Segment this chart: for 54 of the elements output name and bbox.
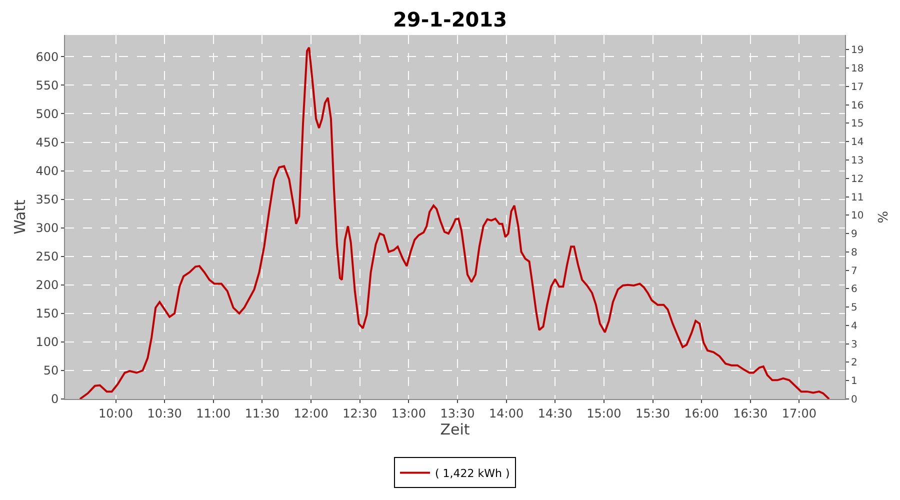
x-tick-label: 11:00 (196, 406, 231, 420)
x-tick-label: 16:00 (684, 406, 719, 420)
x-tick-label: 17:00 (782, 406, 817, 420)
y2-tick-label: 10 (851, 210, 864, 222)
y2-tick-label: 9 (851, 229, 858, 240)
x-tick-label: 16:30 (733, 406, 768, 420)
y2-tick-label: 3 (851, 339, 858, 350)
x-tick-label: 13:00 (391, 406, 426, 420)
y2-tick-label: 5 (851, 302, 858, 314)
y2-tick-label: 8 (851, 247, 858, 258)
y-tick-label: 50 (43, 364, 59, 378)
y2-tick-label: 2 (851, 358, 858, 369)
y2-axis-title: % (876, 210, 892, 224)
y-tick-label: 500 (36, 106, 59, 121)
y-tick-label: 600 (36, 50, 59, 64)
y-tick-label: 0 (50, 392, 59, 406)
y2-tick-label: 14 (851, 137, 864, 148)
y2-tick-label: 6 (851, 284, 858, 296)
x-tick-label: 10:30 (147, 406, 182, 420)
y-tick-label: 550 (36, 78, 59, 92)
x-tick-label: 14:00 (489, 406, 524, 420)
y2-tick-label: 12 (851, 174, 864, 185)
y-tick-label: 400 (36, 164, 59, 178)
x-tick-label: 10:00 (98, 406, 134, 420)
y2-tick-label: 7 (851, 266, 858, 277)
x-tick-label: 15:00 (586, 406, 622, 420)
line-series (78, 46, 830, 399)
chart-title: 29-1-2013 (392, 8, 508, 32)
y2-tick-label: 17 (851, 82, 864, 93)
x-tick-label: 12:00 (294, 406, 328, 420)
y2-tick-label: 16 (851, 100, 864, 112)
y-tick-label: 100 (36, 335, 59, 350)
x-axis-title: Zeit (440, 420, 470, 438)
y-tick-label: 350 (36, 192, 59, 207)
y-tick-label: 250 (36, 250, 59, 264)
y2-tick-label: 1 (851, 376, 858, 388)
y-axis-title: Watt (10, 199, 29, 234)
x-tick-label: 15:30 (635, 406, 670, 420)
x-tick-label: 14:30 (538, 406, 572, 420)
y2-tick-label: 19 (851, 45, 864, 56)
x-tick-label: 11:30 (244, 406, 280, 420)
y-tick-label: 150 (36, 306, 59, 321)
x-tick-label: 12:30 (342, 406, 378, 420)
y2-tick-label: 18 (851, 64, 864, 75)
y-tick-label: 300 (36, 221, 59, 236)
legend-label: ( 1,422 kWh ) (435, 467, 510, 480)
y2-tick-label: 4 (851, 320, 858, 332)
y-tick-label: 200 (36, 278, 59, 292)
x-tick-label: 13:30 (440, 406, 475, 420)
y2-tick-label: 13 (851, 156, 864, 167)
y2-tick-label: 15 (851, 118, 864, 130)
y2-tick-label: 11 (851, 192, 864, 204)
y2-tick-label: 0 (851, 394, 858, 406)
y-tick-label: 450 (36, 135, 59, 150)
